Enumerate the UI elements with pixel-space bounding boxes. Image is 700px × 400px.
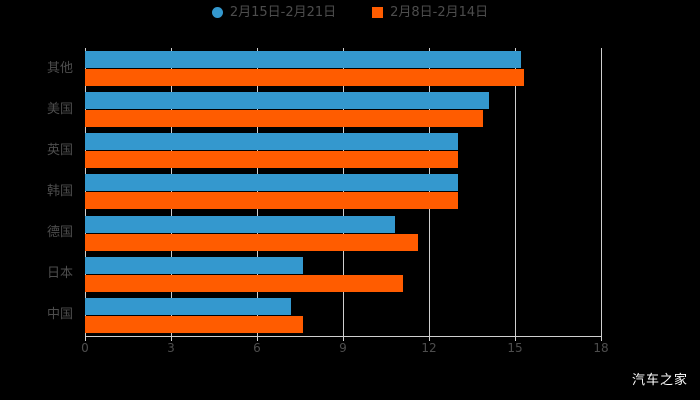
x-tick-3 (171, 336, 172, 341)
x-tick-label: 0 (81, 341, 89, 355)
bar-韩国-series0[interactable] (85, 174, 458, 192)
category-row: 其他 (47, 48, 601, 89)
y-axis-category-label: 英国 (46, 142, 73, 158)
x-tick-6 (257, 336, 258, 341)
category-row: 中国 (47, 295, 601, 336)
y-axis-category-label: 日本 (46, 266, 73, 282)
x-tick-9 (343, 336, 344, 341)
gridline-3 (171, 48, 172, 336)
plot-area: 其他美国英国韩国德国日本中国 (47, 48, 602, 336)
bar-德国-series1[interactable] (85, 233, 418, 251)
category-row: 韩国 (47, 171, 601, 212)
bar-其他-series0[interactable] (85, 51, 521, 69)
watermark: 汽车之家 (631, 373, 688, 388)
legend-square-icon (372, 7, 384, 18)
gridline-0 (85, 48, 86, 336)
x-tick-18 (601, 336, 602, 341)
y-axis-category-label: 其他 (46, 60, 73, 76)
x-tick-label: 12 (421, 341, 437, 355)
x-tick-label: 18 (593, 341, 609, 355)
gridline-12 (429, 48, 430, 336)
bar-日本-series1[interactable] (85, 274, 404, 292)
gridline-9 (343, 48, 344, 336)
gridline-18 (601, 48, 602, 336)
bar-德国-series0[interactable] (85, 215, 395, 233)
chart-legend: 2月15日-2月21日 2月8日-2月14日 (0, 6, 700, 19)
bar-中国-series1[interactable] (85, 315, 303, 333)
bar-英国-series0[interactable] (85, 133, 458, 151)
bar-韩国-series1[interactable] (85, 192, 458, 210)
category-row: 英国 (47, 130, 601, 171)
x-tick-label: 6 (253, 341, 261, 355)
x-tick-label: 3 (167, 341, 175, 355)
x-tick-0 (85, 336, 86, 341)
legend-item-1[interactable]: 2月8日-2月14日 (372, 6, 488, 19)
bar-日本-series0[interactable] (85, 256, 303, 274)
bar-中国-series0[interactable] (85, 297, 292, 315)
x-tick-15 (515, 336, 516, 341)
bar-英国-series1[interactable] (85, 151, 458, 169)
category-row: 美国 (47, 89, 601, 130)
y-axis-category-label: 中国 (46, 307, 73, 323)
gridline-6 (257, 48, 258, 336)
bar-其他-series1[interactable] (85, 69, 524, 87)
x-tick-label: 15 (507, 341, 523, 355)
category-row: 日本 (47, 254, 601, 295)
y-axis-category-label: 韩国 (46, 183, 73, 199)
x-tick-label: 9 (339, 341, 347, 355)
legend-item-0[interactable]: 2月15日-2月21日 (211, 5, 337, 20)
x-tick-12 (429, 336, 430, 341)
y-axis-category-label: 美国 (46, 101, 73, 117)
legend-circle-icon (211, 7, 223, 18)
gridline-15 (515, 48, 516, 336)
legend-item-label: 2月15日-2月21日 (229, 5, 337, 20)
category-row: 德国 (47, 213, 601, 254)
bar-美国-series0[interactable] (85, 92, 490, 110)
legend-item-label: 2月8日-2月14日 (390, 5, 489, 20)
bar-美国-series1[interactable] (85, 110, 484, 128)
y-axis-category-label: 德国 (46, 225, 73, 241)
